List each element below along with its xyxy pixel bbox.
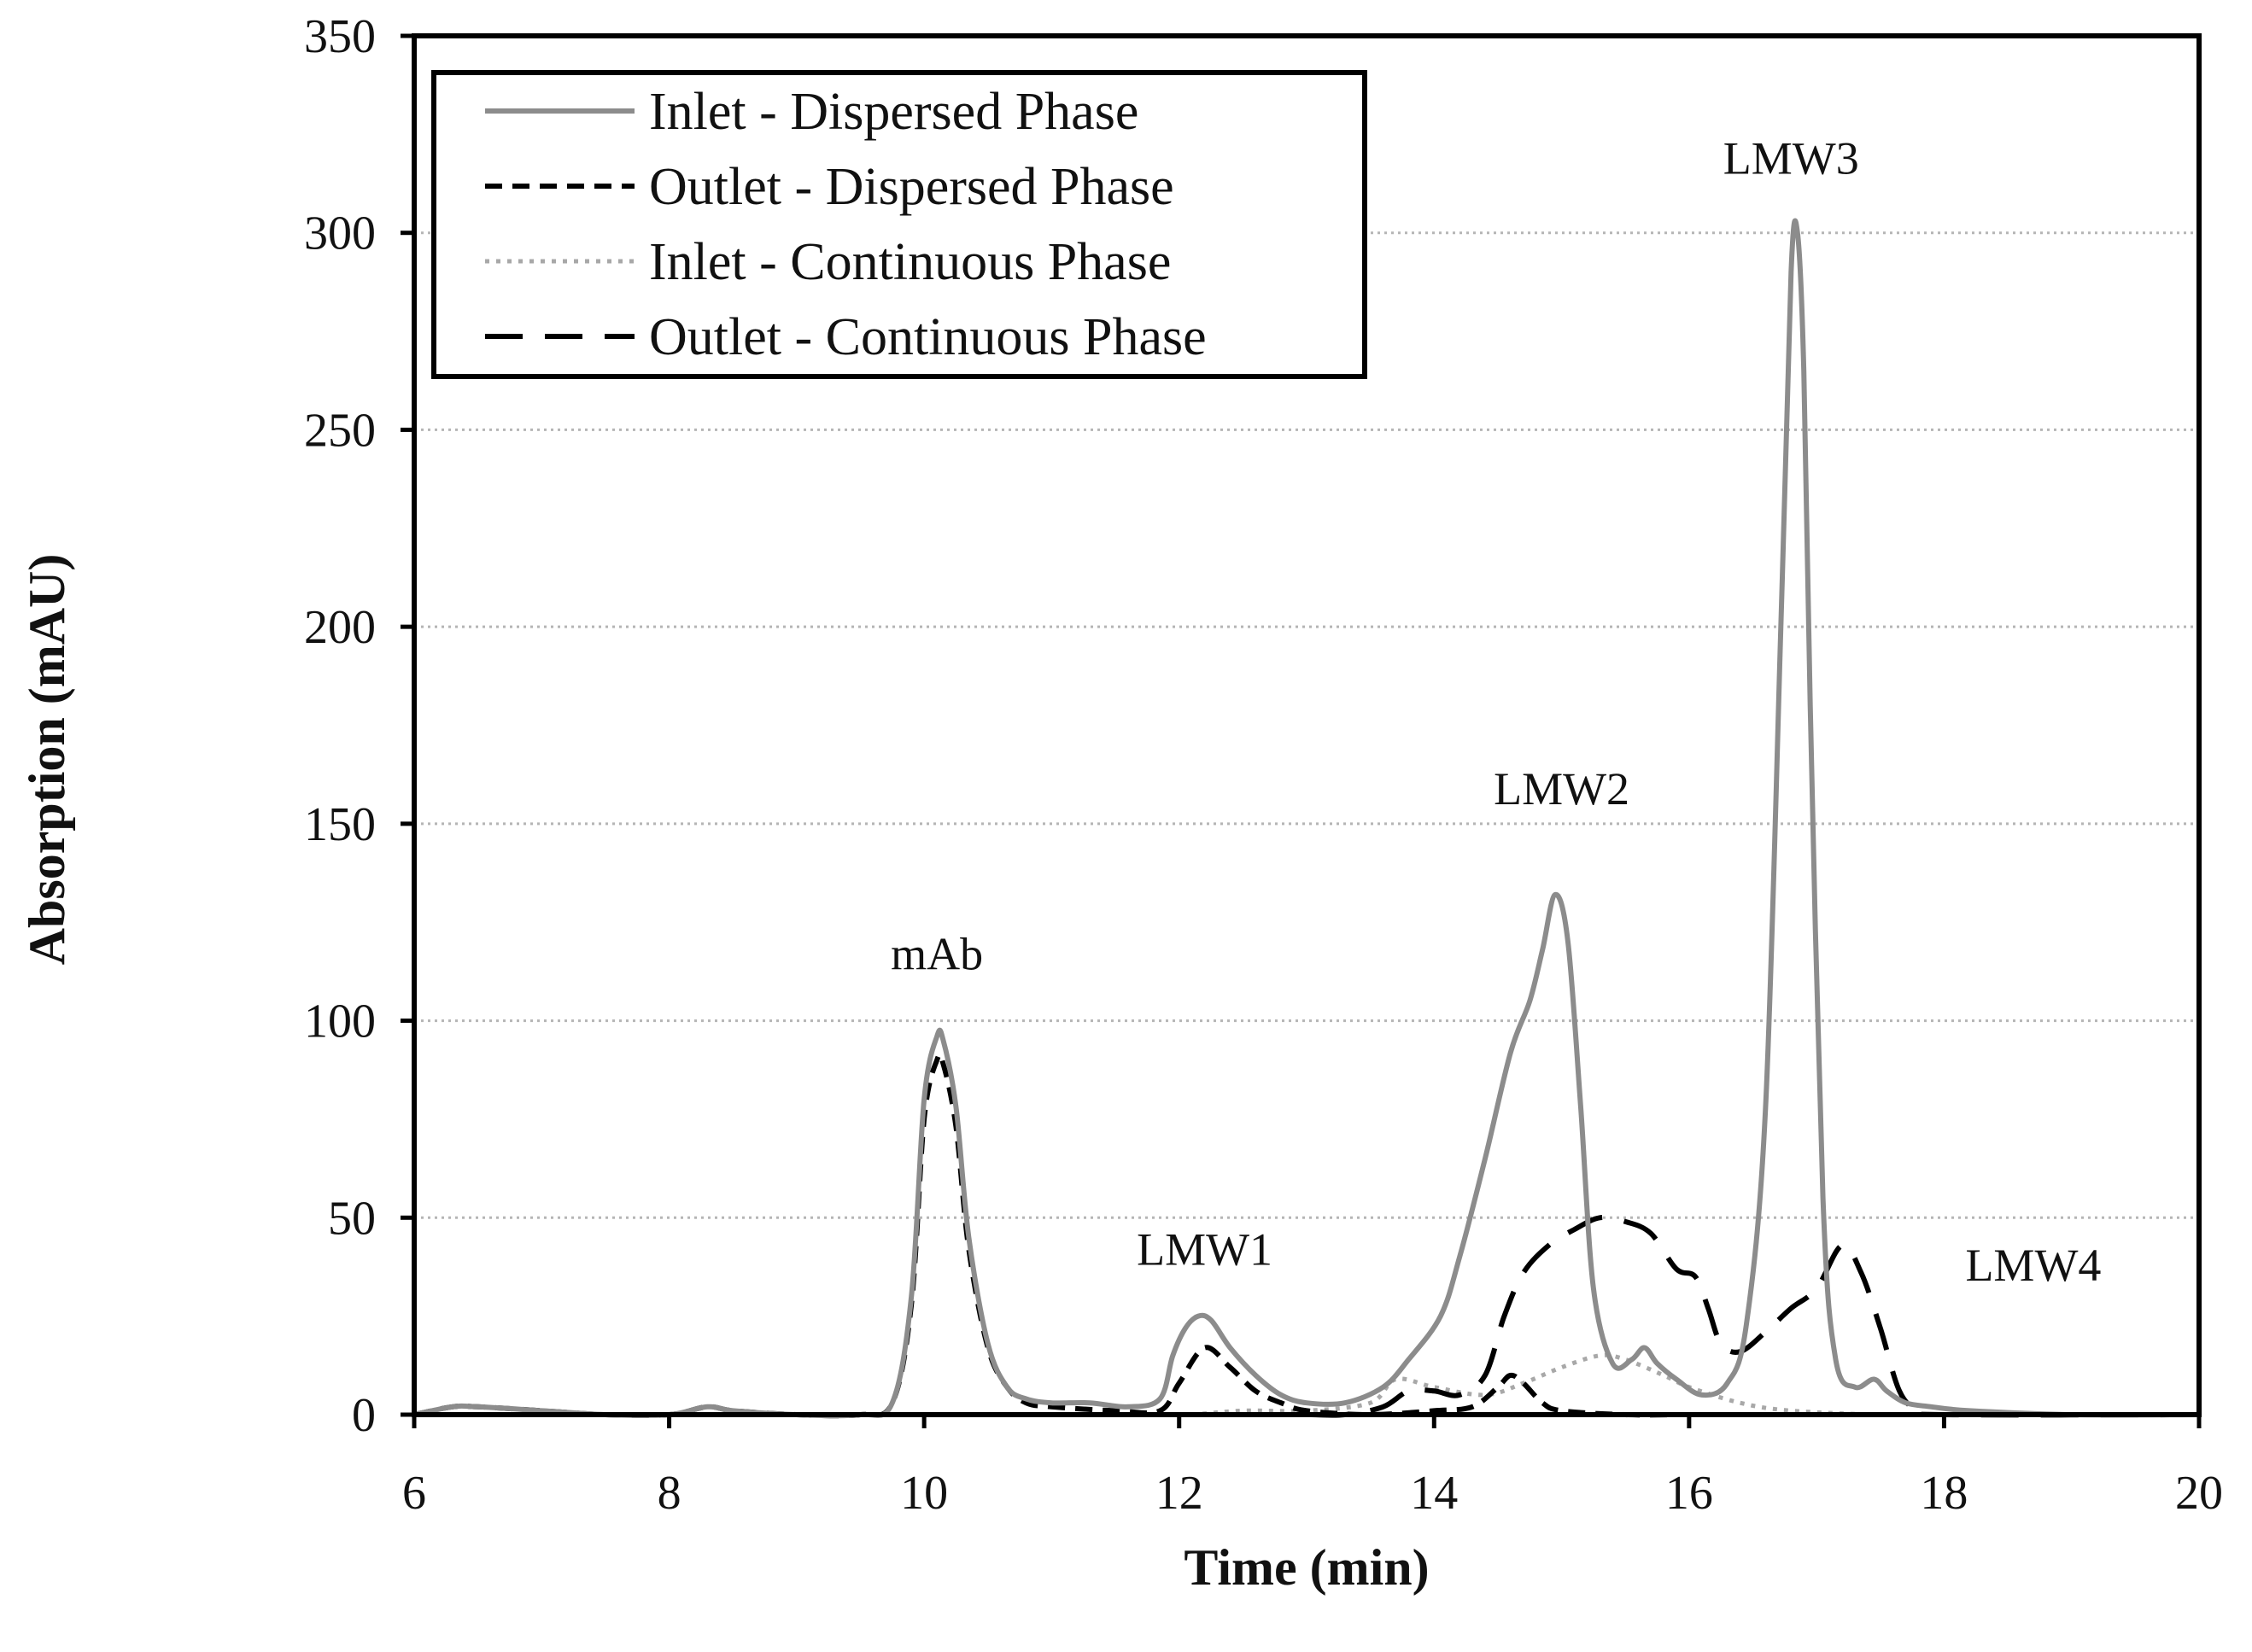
peak-label: LMW2 [1494, 763, 1629, 814]
x-tick-label: 8 [658, 1467, 681, 1520]
y-tick-label: 200 [304, 601, 376, 654]
x-tick-label: 6 [402, 1467, 426, 1520]
legend-box [431, 70, 1367, 379]
peak-label: LMW4 [1965, 1240, 2101, 1291]
legend-label: Outlet - Dispersed Phase [649, 158, 1174, 216]
x-tick-label: 16 [1665, 1467, 1713, 1520]
peak-label: mAb [891, 929, 983, 980]
series-inlet-dispersed-phase [413, 218, 2200, 1419]
plot-frame [412, 33, 2202, 1417]
legend-label: Outlet - Continuous Phase [649, 308, 1207, 366]
y-axis-title: Absorption (mAU) [19, 554, 75, 966]
peak-annotations: mAb LMW1 LMW2 LMW3 LMW4 [891, 133, 2101, 1292]
y-tick-label: 250 [304, 404, 376, 457]
x-tick-label: 20 [2175, 1467, 2223, 1520]
y-tick-label: 300 [304, 207, 376, 260]
legend: Inlet - Dispersed Phase Outlet - Disperse… [431, 70, 1367, 379]
x-tick-label: 10 [900, 1467, 948, 1520]
x-axis-title: Time (min) [1184, 1539, 1429, 1596]
legend-label: Inlet - Dispersed Phase [649, 83, 1138, 141]
y-tick-label: 0 [352, 1389, 376, 1442]
peak-label: LMW1 [1137, 1224, 1272, 1275]
legend-label: Inlet - Continuous Phase [649, 233, 1171, 291]
axis-ticks: 0 50 100 150 200 250 300 350 6 8 10 12 14 16 18 20 [304, 10, 2223, 1520]
x-tick-label: 18 [1920, 1467, 1968, 1520]
x-tick-label: 12 [1155, 1467, 1203, 1520]
x-tick-label: 14 [1410, 1467, 1458, 1520]
peak-label: LMW3 [1723, 133, 1859, 184]
y-tick-label: 150 [304, 798, 376, 851]
y-tick-label: 350 [304, 10, 376, 63]
y-tick-label: 50 [328, 1192, 376, 1245]
y-tick-label: 100 [304, 995, 376, 1048]
